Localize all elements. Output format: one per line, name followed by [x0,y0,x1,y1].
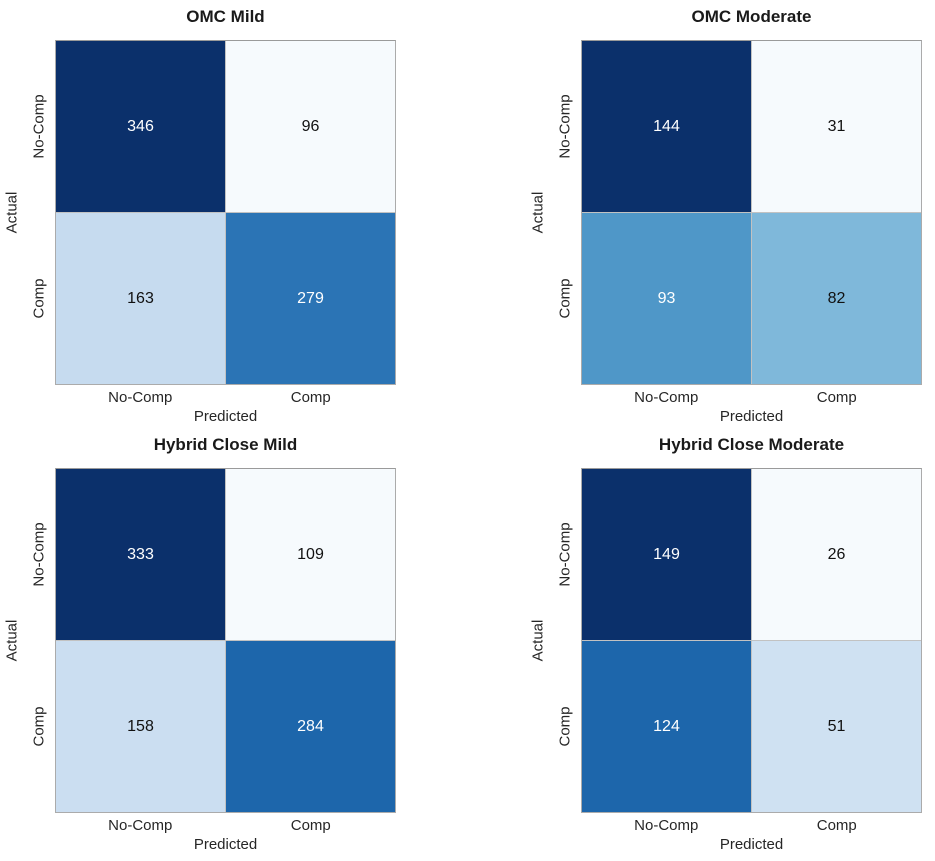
x-tick-no-comp: No-Comp [108,817,173,834]
heatmap-grid: 346 96 163 279 [55,40,396,385]
cell-false-positive: 96 [226,41,395,212]
y-tick-no-comp: No-Comp [556,94,574,159]
x-tick-comp: Comp [816,389,857,406]
x-tick-comp: Comp [290,389,331,406]
x-tick-comp: Comp [816,817,857,834]
y-tick-labels: No-Comp Comp [28,468,50,813]
cell-true-positive: 51 [752,641,921,812]
x-axis-label: Predicted [193,408,258,425]
cell-true-positive: 279 [226,213,395,384]
x-tick-labels: No-Comp Comp [55,389,396,406]
cell-false-positive: 26 [752,469,921,640]
cell-true-positive: 82 [752,213,921,384]
chart-title: OMC Moderate [691,7,812,26]
x-axis-label: Predicted [719,836,784,853]
y-tick-labels: No-Comp Comp [554,468,576,813]
y-tick-no-comp: No-Comp [30,94,48,159]
y-axis-label-text: Actual [3,619,21,662]
chart-title: Hybrid Close Moderate [658,435,845,454]
chart-title: Hybrid Close Mild [153,435,298,454]
cell-false-negative: 163 [56,213,225,384]
cell-false-positive: 31 [752,41,921,212]
y-axis-label-text: Actual [529,191,547,234]
y-axis-label: Actual [528,40,548,385]
cell-true-negative: 149 [582,469,751,640]
x-tick-labels: No-Comp Comp [55,817,396,834]
y-tick-no-comp: No-Comp [556,522,574,587]
y-axis-label-text: Actual [3,191,21,234]
cell-true-negative: 333 [56,469,225,640]
y-axis-label: Actual [2,40,22,385]
y-tick-labels: No-Comp Comp [28,40,50,385]
x-tick-no-comp: No-Comp [108,389,173,406]
chart-title: OMC Mild [186,7,265,26]
x-tick-labels: No-Comp Comp [581,817,922,834]
cell-false-positive: 109 [226,469,395,640]
y-tick-comp: Comp [30,278,48,319]
y-tick-comp: Comp [556,278,574,319]
heatmap-grid: 144 31 93 82 [581,40,922,385]
confusion-matrix-hybrid-close-mild: Hybrid Close Mild Actual No-Comp Comp 33… [0,428,467,861]
y-tick-no-comp: No-Comp [30,522,48,587]
y-axis-label-text: Actual [529,619,547,662]
confusion-matrix-omc-moderate: OMC Moderate Actual No-Comp Comp 144 31 … [526,0,935,433]
cell-true-negative: 346 [56,41,225,212]
x-tick-comp: Comp [290,817,331,834]
x-tick-no-comp: No-Comp [634,389,699,406]
x-axis-label: Predicted [193,836,258,853]
x-tick-no-comp: No-Comp [634,817,699,834]
heatmap-grid: 149 26 124 51 [581,468,922,813]
cell-false-negative: 124 [582,641,751,812]
confusion-matrix-omc-mild: OMC Mild Actual No-Comp Comp 346 96 163 … [0,0,467,433]
cell-false-negative: 158 [56,641,225,812]
cell-true-negative: 144 [582,41,751,212]
y-tick-comp: Comp [30,706,48,747]
x-tick-labels: No-Comp Comp [581,389,922,406]
y-tick-labels: No-Comp Comp [554,40,576,385]
y-axis-label: Actual [2,468,22,813]
x-axis-label: Predicted [719,408,784,425]
cell-false-negative: 93 [582,213,751,384]
y-tick-comp: Comp [556,706,574,747]
heatmap-grid: 333 109 158 284 [55,468,396,813]
cell-true-positive: 284 [226,641,395,812]
confusion-matrix-hybrid-close-moderate: Hybrid Close Moderate Actual No-Comp Com… [526,428,935,861]
y-axis-label: Actual [528,468,548,813]
